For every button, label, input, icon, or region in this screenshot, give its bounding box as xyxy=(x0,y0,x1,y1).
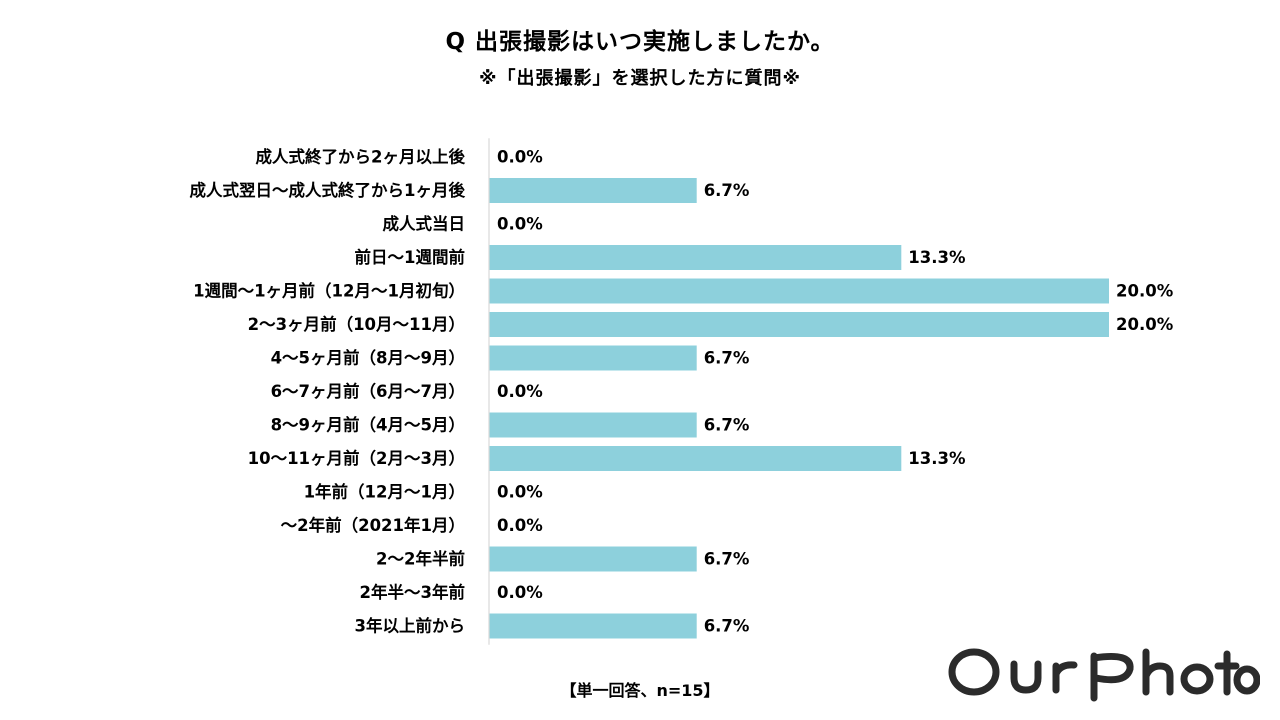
value-label: 6.7% xyxy=(704,550,750,569)
value-label: 6.7% xyxy=(704,416,750,435)
category-label: 成人式終了から2ヶ月以上後 xyxy=(256,147,466,167)
category-label: 成人式当日 xyxy=(383,214,466,234)
category-label: 1週間～1ヶ月前（12月～1月初旬） xyxy=(193,281,465,301)
logo-letter-p xyxy=(1090,652,1134,702)
bar xyxy=(489,178,697,203)
value-label: 6.7% xyxy=(704,181,750,200)
chart-subtitle: ※「出張撮影」を選択した方に質問※ xyxy=(479,68,801,89)
logo-letter-r xyxy=(1052,661,1078,694)
category-label: 前日～1週間前 xyxy=(355,247,465,267)
category-label: 1年前（12月～1月） xyxy=(304,482,465,502)
category-label: 2年半～3年前 xyxy=(360,582,465,602)
category-label: 2～3ヶ月前（10月～11月） xyxy=(248,314,465,334)
value-label: 0.0% xyxy=(497,583,543,602)
value-label: 0.0% xyxy=(497,382,543,401)
category-label: ～2年前（2021年1月） xyxy=(281,515,465,535)
bar xyxy=(489,245,902,270)
value-label: 20.0% xyxy=(1116,282,1174,301)
category-label: 3年以上前から xyxy=(355,616,465,636)
bar xyxy=(489,446,902,471)
logo-letter-t xyxy=(1214,650,1240,696)
bar-chart: 成人式終了から2ヶ月以上後 0.0% 成人式翌日～成人式終了から1ヶ月後 6.7% 成人… xyxy=(190,138,1174,645)
logo-letter-o xyxy=(948,648,1000,696)
value-label: 13.3% xyxy=(908,449,966,468)
bar xyxy=(489,278,1109,304)
category-label: 10～11ヶ月前（2月～3月） xyxy=(248,448,465,468)
value-label: 0.0% xyxy=(497,148,543,167)
response-note: 【単一回答、n=15】 xyxy=(560,681,720,700)
bar xyxy=(489,613,697,639)
bar xyxy=(489,546,697,572)
category-label: 6～7ヶ月前（6月～7月） xyxy=(271,381,465,401)
value-label: 6.7% xyxy=(704,617,750,636)
value-label: 6.7% xyxy=(704,349,750,368)
logo-letter-h xyxy=(1142,648,1174,696)
value-label: 0.0% xyxy=(497,215,543,234)
bar xyxy=(489,345,697,371)
category-label: 2～2年半前 xyxy=(376,549,465,569)
logo-letter-o3 xyxy=(1233,665,1260,695)
bar xyxy=(489,412,697,438)
value-label: 0.0% xyxy=(497,516,543,535)
logo-letter-u xyxy=(1010,660,1042,694)
category-label: 4～5ヶ月前（8月～9月） xyxy=(271,348,465,368)
value-label: 13.3% xyxy=(908,248,966,267)
bar xyxy=(489,312,1109,337)
chart-title: Q 出張撮影はいつ実施しましたか。 xyxy=(445,29,835,55)
ourphoto-logo xyxy=(948,648,1260,702)
logo-letter-o2 xyxy=(1180,663,1214,695)
category-label: 成人式翌日～成人式終了から1ヶ月後 xyxy=(190,180,466,200)
value-label: 0.0% xyxy=(497,483,543,502)
value-label: 20.0% xyxy=(1116,315,1174,334)
category-label: 8～9ヶ月前（4月～5月） xyxy=(271,415,465,435)
